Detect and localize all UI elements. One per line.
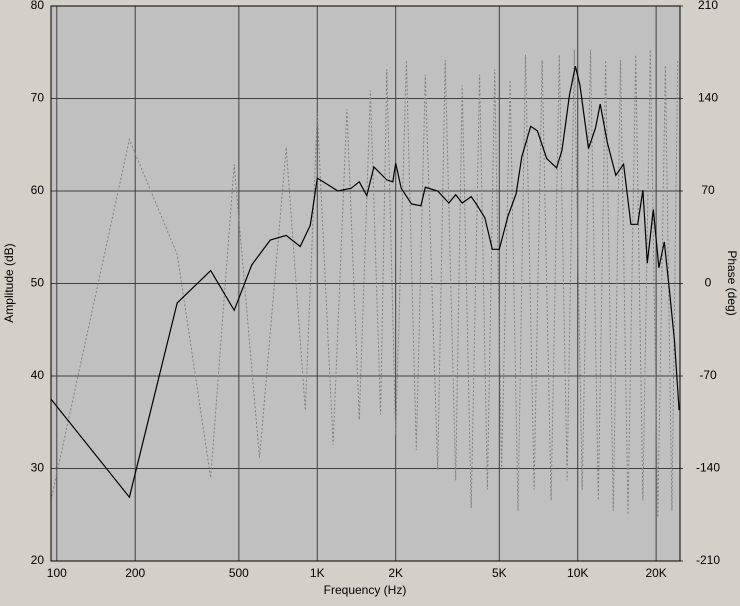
plot-border (50, 5, 681, 562)
x-tick-label: 2K (388, 566, 403, 580)
x-tick-label: 500 (229, 566, 249, 580)
x-tick-label: 20K (645, 566, 666, 580)
y-tick-label: 20 (31, 553, 45, 567)
y2-tick-label: -70 (699, 368, 717, 382)
x-tick-label: 1K (310, 566, 325, 580)
x-axis-label: Frequency (Hz) (324, 583, 407, 597)
y2-tick-label: -210 (696, 553, 720, 567)
x-tick-label: 5K (492, 566, 507, 580)
y2-tick-label: 140 (698, 91, 718, 105)
y2-tick-label: 0 (705, 276, 712, 290)
y-tick-label: 40 (31, 368, 45, 382)
x-tick-label: 100 (47, 566, 67, 580)
y-axis-label: Amplitude (dB) (2, 243, 16, 322)
series-line (50, 49, 679, 518)
x-tick-label: 200 (125, 566, 145, 580)
y-tick-label: 80 (31, 0, 45, 12)
y2-tick-label: -140 (696, 461, 720, 475)
y-tick-label: 70 (31, 91, 45, 105)
y2-tick-label: 210 (698, 0, 718, 12)
y-tick-label: 30 (31, 461, 45, 475)
y-tick-label: 50 (31, 276, 45, 290)
y2-tick-label: 70 (701, 183, 715, 197)
y2-axis-label: Phase (deg) (725, 250, 739, 315)
x-tick-label: 10K (567, 566, 588, 580)
y-tick-label: 60 (31, 183, 45, 197)
series-line (50, 65, 680, 499)
